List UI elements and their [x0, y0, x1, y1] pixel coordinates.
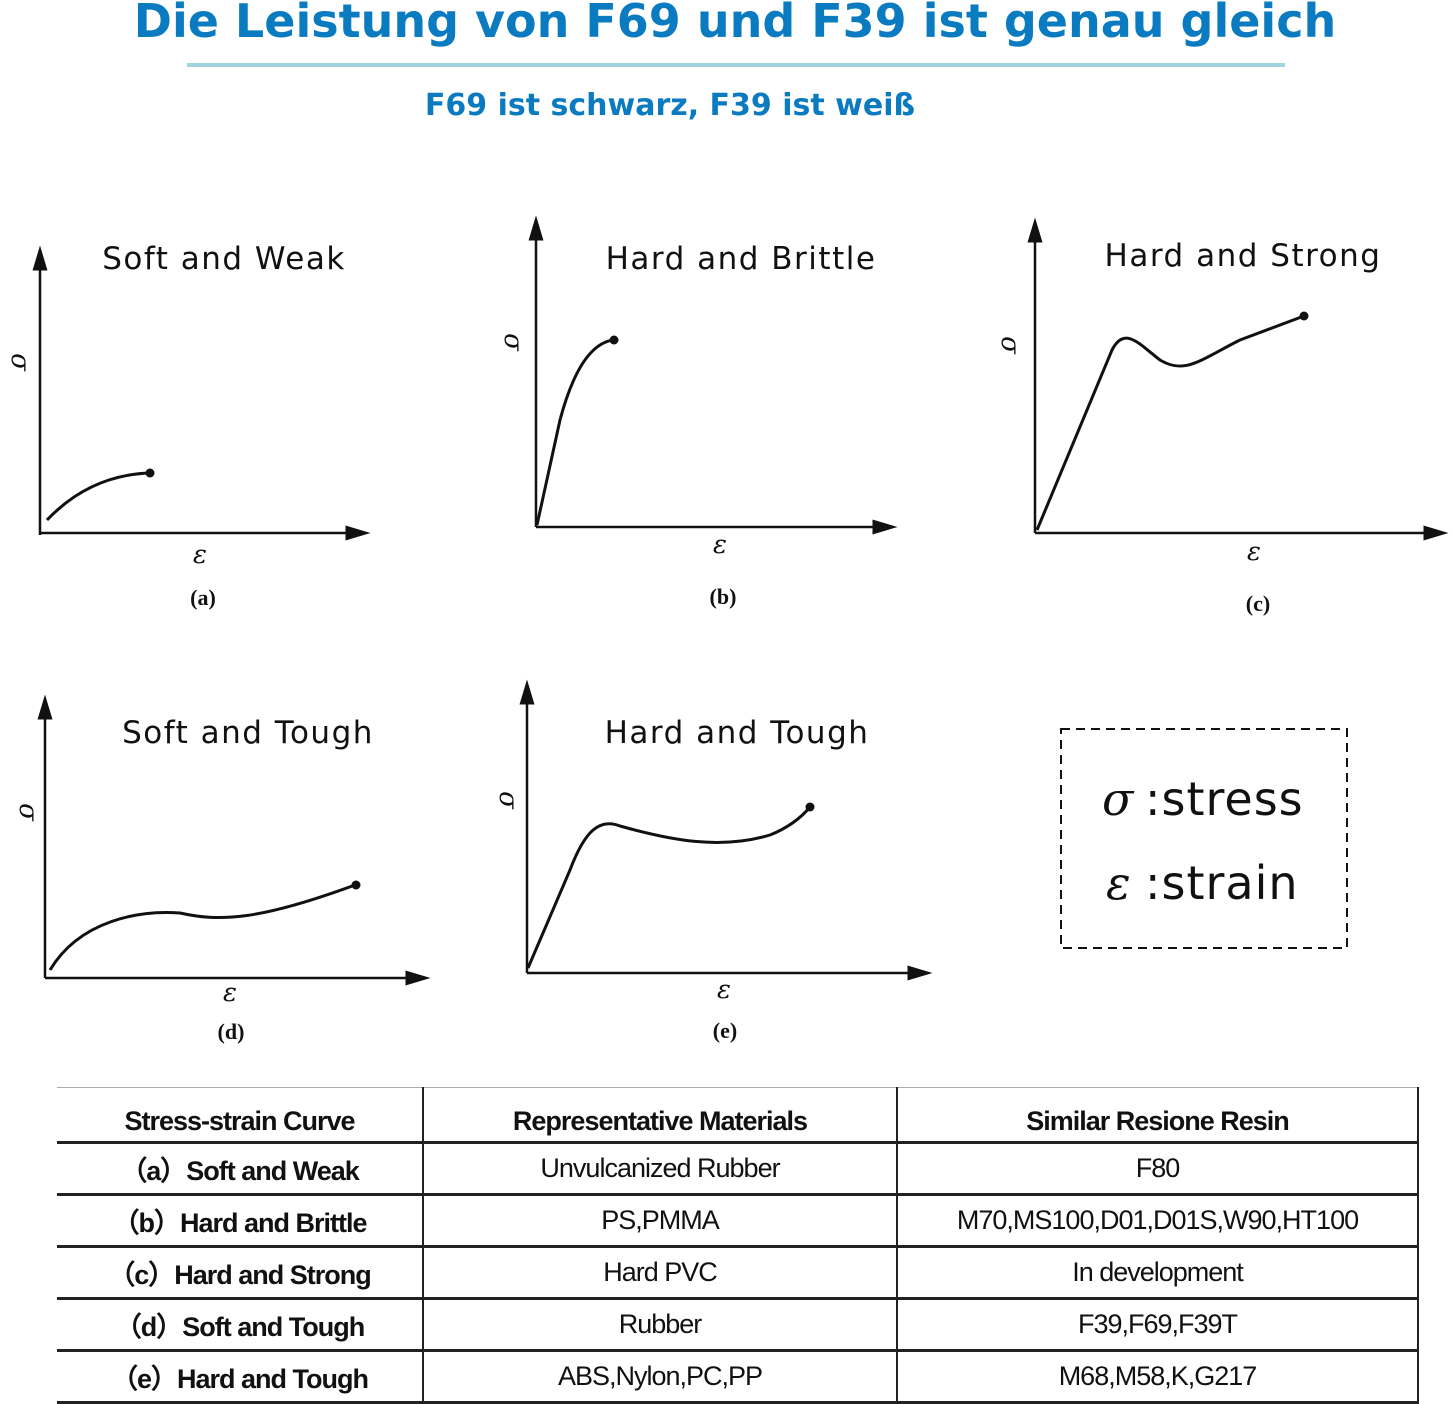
cell-curve: （c）Hard and Strong [57, 1246, 423, 1300]
panel-e-strain-label: ε [717, 975, 731, 1005]
panel-d-curve [48, 883, 356, 971]
panel-b-label: (b) [710, 584, 737, 609]
cell-materials: Unvulcanized Rubber [422, 1142, 897, 1196]
legend-stress-symbol: σ [1102, 772, 1135, 826]
panel-b-failure-dot [609, 335, 619, 345]
cell-materials: Rubber [422, 1298, 897, 1352]
cell-resin: F80 [896, 1142, 1419, 1196]
panel-a-failure-dot [145, 468, 155, 478]
panel-d-label: (d) [218, 1019, 245, 1044]
cell-resin: F39,F69,F39T [896, 1298, 1419, 1352]
header-resin: Similar Resione Resin [896, 1087, 1419, 1144]
legend-box [1060, 728, 1348, 949]
cell-resin: M68,M58,K,G217 [896, 1350, 1419, 1404]
header-materials: Representative Materials [422, 1087, 897, 1144]
legend-strain-symbol: ε [1106, 856, 1131, 910]
panel-c-title: Hard and Strong [1105, 238, 1382, 274]
cell-resin: In development [896, 1246, 1419, 1300]
cell-materials: ABS,Nylon,PC,PP [422, 1350, 897, 1404]
panel-a-title: Soft and Weak [102, 241, 346, 277]
panel-b-title: Hard and Brittle [606, 241, 877, 277]
cell-materials: Hard PVC [422, 1246, 897, 1300]
table-row: （e）Hard and Tough ABS,Nylon,PC,PP M68,M58,… [57, 1350, 1419, 1404]
cell-resin: M70,MS100,D01,D01S,W90,HT100 [896, 1194, 1419, 1248]
panel-c-strain-label: ε [1247, 537, 1261, 567]
panel-c-curve [1035, 314, 1305, 531]
materials-table: Stress-strain Curve Representative Mater… [57, 1087, 1419, 1404]
panel-e-label: (e) [713, 1018, 737, 1043]
table-row: （d）Soft and Tough Rubber F39,F69,F39T [57, 1298, 1419, 1352]
panel-a-curve [45, 471, 151, 522]
page-subtitle: F69 ist schwarz, F39 ist weiß [424, 88, 916, 123]
header-curve: Stress-strain Curve [57, 1087, 423, 1144]
page-title: Die Leistung von F69 und F39 ist genau g… [133, 0, 1337, 48]
panel-b-stress-label: σ [498, 333, 528, 352]
panel-a-stress-label: σ [5, 353, 35, 372]
cell-curve: （a）Soft and Weak [57, 1142, 423, 1196]
panel-e-curve [526, 806, 812, 969]
panel-b-curve [535, 338, 614, 526]
panel-c-label: (c) [1246, 591, 1270, 616]
panel-d-failure-dot [351, 880, 361, 890]
stress-strain-diagrams: Soft and Weak σ ε (a) Hard and Brittle σ… [5, 215, 1449, 1044]
cell-curve: （d）Soft and Tough [57, 1298, 423, 1352]
panel-b-strain-label: ε [713, 530, 727, 560]
table-row: （b）Hard and Brittle PS,PMMA M70,MS100,D01,… [57, 1194, 1419, 1248]
table-row: （a）Soft and Weak Unvulcanized Rubber F80 [57, 1142, 1419, 1196]
panel-d-title: Soft and Tough [122, 715, 374, 751]
panel-a-strain-label: ε [193, 540, 207, 570]
legend-strain-text: :strain [1145, 856, 1299, 910]
panel-e-failure-dot [805, 802, 815, 812]
panel-c-failure-dot [1299, 311, 1309, 321]
cell-curve: （e）Hard and Tough [57, 1350, 423, 1404]
panel-d-stress-label: σ [13, 803, 43, 822]
panel-e-title: Hard and Tough [605, 715, 870, 751]
title-underline [187, 63, 1285, 67]
table-header-row: Stress-strain Curve Representative Mater… [57, 1087, 1419, 1144]
table-row: （c）Hard and Strong Hard PVC In development [57, 1246, 1419, 1300]
panel-e-stress-label: σ [493, 791, 523, 810]
cell-curve: （b）Hard and Brittle [57, 1194, 423, 1248]
legend-stress-text: :stress [1145, 772, 1304, 826]
panel-c-stress-label: σ [995, 336, 1025, 355]
cell-materials: PS,PMMA [422, 1194, 897, 1248]
panel-a-label: (a) [190, 585, 216, 610]
panel-d-strain-label: ε [223, 978, 237, 1008]
